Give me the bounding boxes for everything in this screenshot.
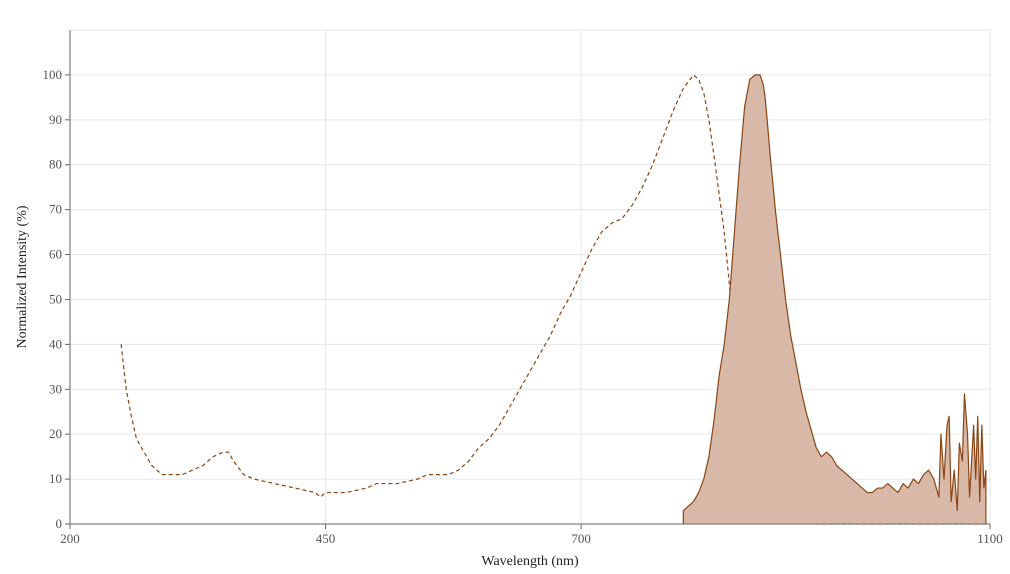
x-tick-label: 450: [316, 531, 336, 546]
series-layer: [120, 74, 987, 525]
y-tick-label: 70: [49, 202, 62, 217]
y-tick-label: 100: [43, 67, 63, 82]
y-tick-label: 30: [49, 381, 62, 396]
axis-layer: 0 10 20 30 40 50 60 70 80 90 100 200 450 700 1100: [43, 30, 1003, 546]
series-line-0: [120, 74, 985, 525]
y-tick-label: 0: [56, 516, 63, 531]
y-tick-label: 40: [49, 336, 62, 351]
y-tick-label: 60: [49, 247, 62, 262]
y-tick-label: 20: [49, 426, 62, 441]
x-axis-title: Wavelength (nm): [481, 554, 579, 569]
y-tick-label: 80: [49, 157, 62, 172]
series-area-1: [683, 74, 986, 524]
y-tick-label: 10: [49, 471, 62, 486]
y-tick-label: 90: [49, 112, 62, 127]
grid-layer: [69, 29, 991, 525]
y-tick-label: 50: [49, 291, 62, 306]
x-tick-label: 200: [60, 531, 80, 546]
x-tick-label: 700: [571, 531, 591, 546]
y-axis-title: Normalized Intensity (%): [15, 205, 30, 348]
x-tick-label: 1100: [977, 531, 1003, 546]
series-line-1: [682, 74, 987, 512]
